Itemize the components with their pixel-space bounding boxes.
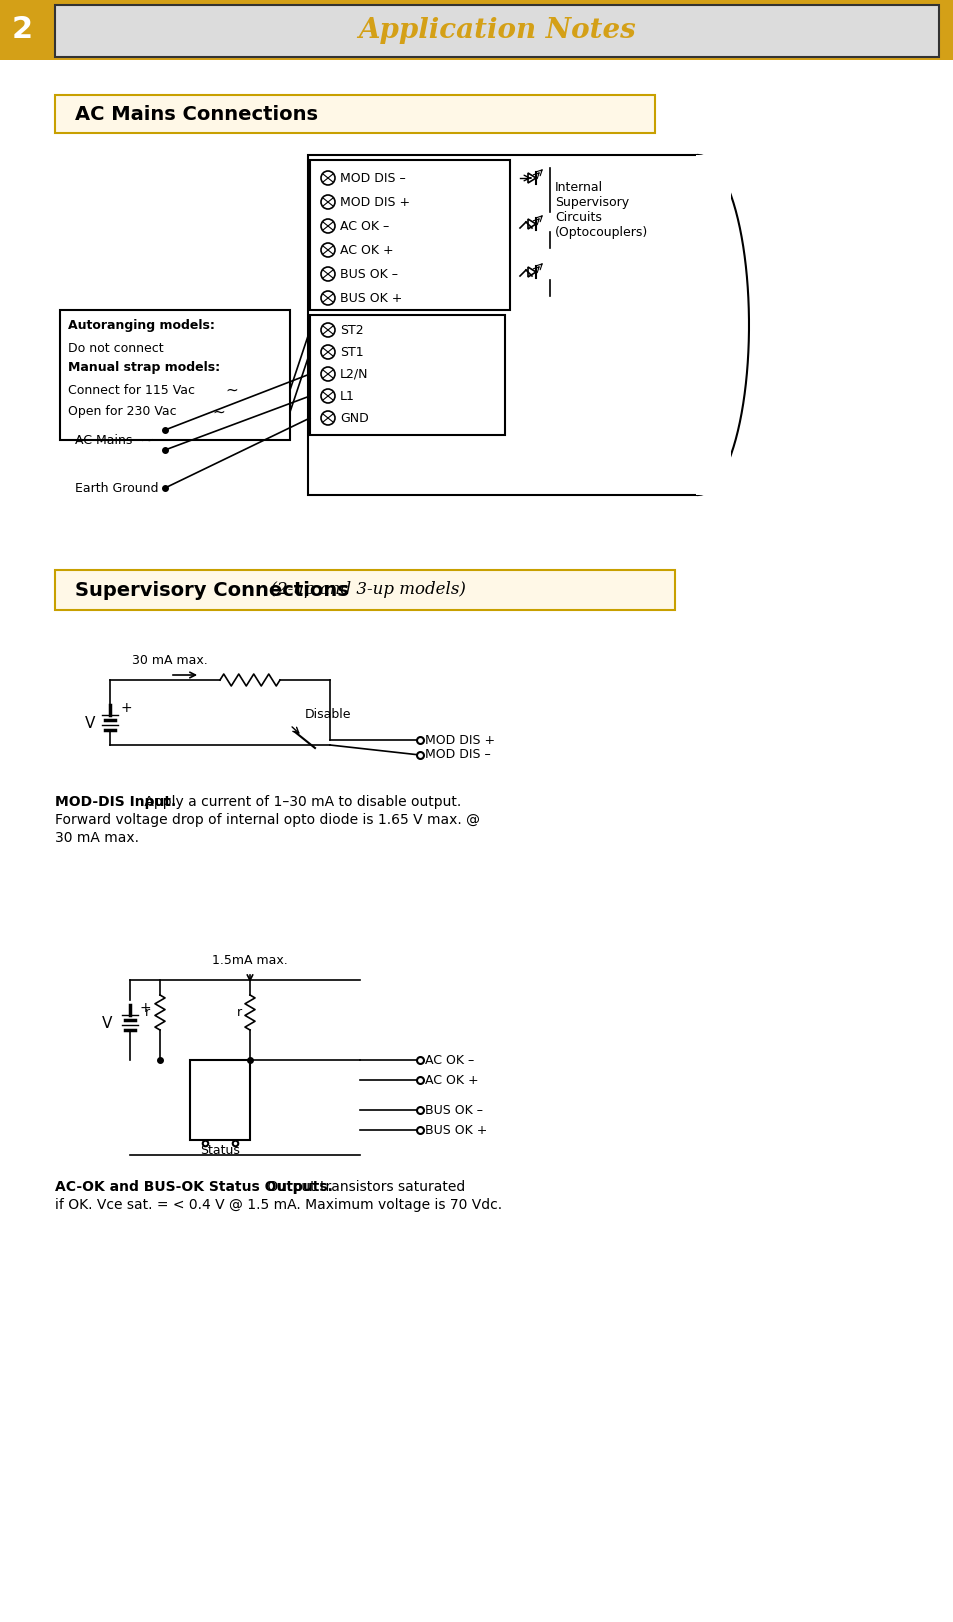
Text: Manual strap models:: Manual strap models:	[68, 362, 220, 375]
Text: L2/N: L2/N	[339, 368, 368, 381]
Text: ~: ~	[140, 433, 152, 448]
Text: if OK. Vce sat. = < 0.4 V @ 1.5 mA. Maximum voltage is 70 Vdc.: if OK. Vce sat. = < 0.4 V @ 1.5 mA. Maxi…	[55, 1199, 501, 1212]
Text: BUS OK –: BUS OK –	[424, 1103, 482, 1116]
Text: MOD DIS +: MOD DIS +	[424, 733, 495, 746]
Text: Disable: Disable	[305, 709, 351, 722]
Text: 2: 2	[11, 16, 32, 44]
Text: BUS OK +: BUS OK +	[339, 292, 402, 305]
Text: +: +	[140, 1001, 152, 1015]
FancyBboxPatch shape	[55, 569, 675, 610]
Text: AC OK +: AC OK +	[339, 243, 394, 256]
Text: 1.5mA max.: 1.5mA max.	[212, 954, 288, 967]
Text: ~: ~	[225, 383, 237, 397]
Text: ~: ~	[212, 404, 225, 420]
Text: MOD-DIS Input.: MOD-DIS Input.	[55, 795, 176, 809]
Text: Do not connect: Do not connect	[68, 342, 164, 355]
Text: Output transistors saturated: Output transistors saturated	[263, 1179, 465, 1194]
Text: Internal
Supervisory
Circuits
(Optocouplers): Internal Supervisory Circuits (Optocoupl…	[555, 182, 648, 238]
Text: ST2: ST2	[339, 323, 363, 336]
FancyBboxPatch shape	[190, 1061, 250, 1140]
Text: AC-OK and BUS-OK Status Outputs.: AC-OK and BUS-OK Status Outputs.	[55, 1179, 333, 1194]
Text: MOD DIS –: MOD DIS –	[424, 748, 490, 761]
Text: Apply a current of 1–30 mA to disable output.: Apply a current of 1–30 mA to disable ou…	[140, 795, 460, 809]
Text: +: +	[120, 701, 132, 715]
Text: AC Mains: AC Mains	[75, 433, 132, 446]
Text: r: r	[145, 1007, 150, 1020]
FancyBboxPatch shape	[60, 310, 290, 440]
Text: Connect for 115 Vac: Connect for 115 Vac	[68, 383, 194, 396]
Text: GND: GND	[339, 412, 369, 425]
Text: r: r	[236, 1007, 242, 1020]
Text: MOD DIS –: MOD DIS –	[339, 172, 405, 185]
Text: V: V	[102, 1017, 112, 1032]
FancyBboxPatch shape	[55, 5, 938, 57]
Text: AC OK –: AC OK –	[339, 219, 389, 232]
Text: Open for 230 Vac: Open for 230 Vac	[68, 406, 176, 418]
Text: V: V	[85, 717, 95, 732]
FancyBboxPatch shape	[310, 161, 510, 310]
FancyBboxPatch shape	[0, 0, 953, 60]
FancyBboxPatch shape	[55, 96, 655, 133]
Text: AC OK +: AC OK +	[424, 1074, 478, 1087]
Text: BUS OK –: BUS OK –	[339, 268, 397, 281]
Text: Status: Status	[200, 1144, 240, 1156]
Text: MOD DIS +: MOD DIS +	[339, 196, 410, 209]
Text: L1: L1	[339, 389, 355, 402]
FancyBboxPatch shape	[696, 156, 730, 495]
Text: (2-up and 3-up models): (2-up and 3-up models)	[260, 582, 465, 599]
Text: Supervisory Connections: Supervisory Connections	[75, 581, 349, 600]
Text: 30 mA max.: 30 mA max.	[132, 654, 208, 667]
Text: Application Notes: Application Notes	[357, 18, 636, 44]
Text: Earth Ground: Earth Ground	[75, 482, 158, 495]
FancyBboxPatch shape	[308, 156, 698, 495]
Text: AC OK –: AC OK –	[424, 1054, 474, 1067]
Text: Autoranging models:: Autoranging models:	[68, 318, 214, 331]
Text: ST1: ST1	[339, 345, 363, 358]
Text: 30 mA max.: 30 mA max.	[55, 830, 139, 845]
FancyBboxPatch shape	[310, 315, 504, 435]
Text: BUS OK +: BUS OK +	[424, 1124, 487, 1137]
Text: Forward voltage drop of internal opto diode is 1.65 V max. @: Forward voltage drop of internal opto di…	[55, 813, 479, 827]
Text: AC Mains Connections: AC Mains Connections	[75, 104, 317, 123]
